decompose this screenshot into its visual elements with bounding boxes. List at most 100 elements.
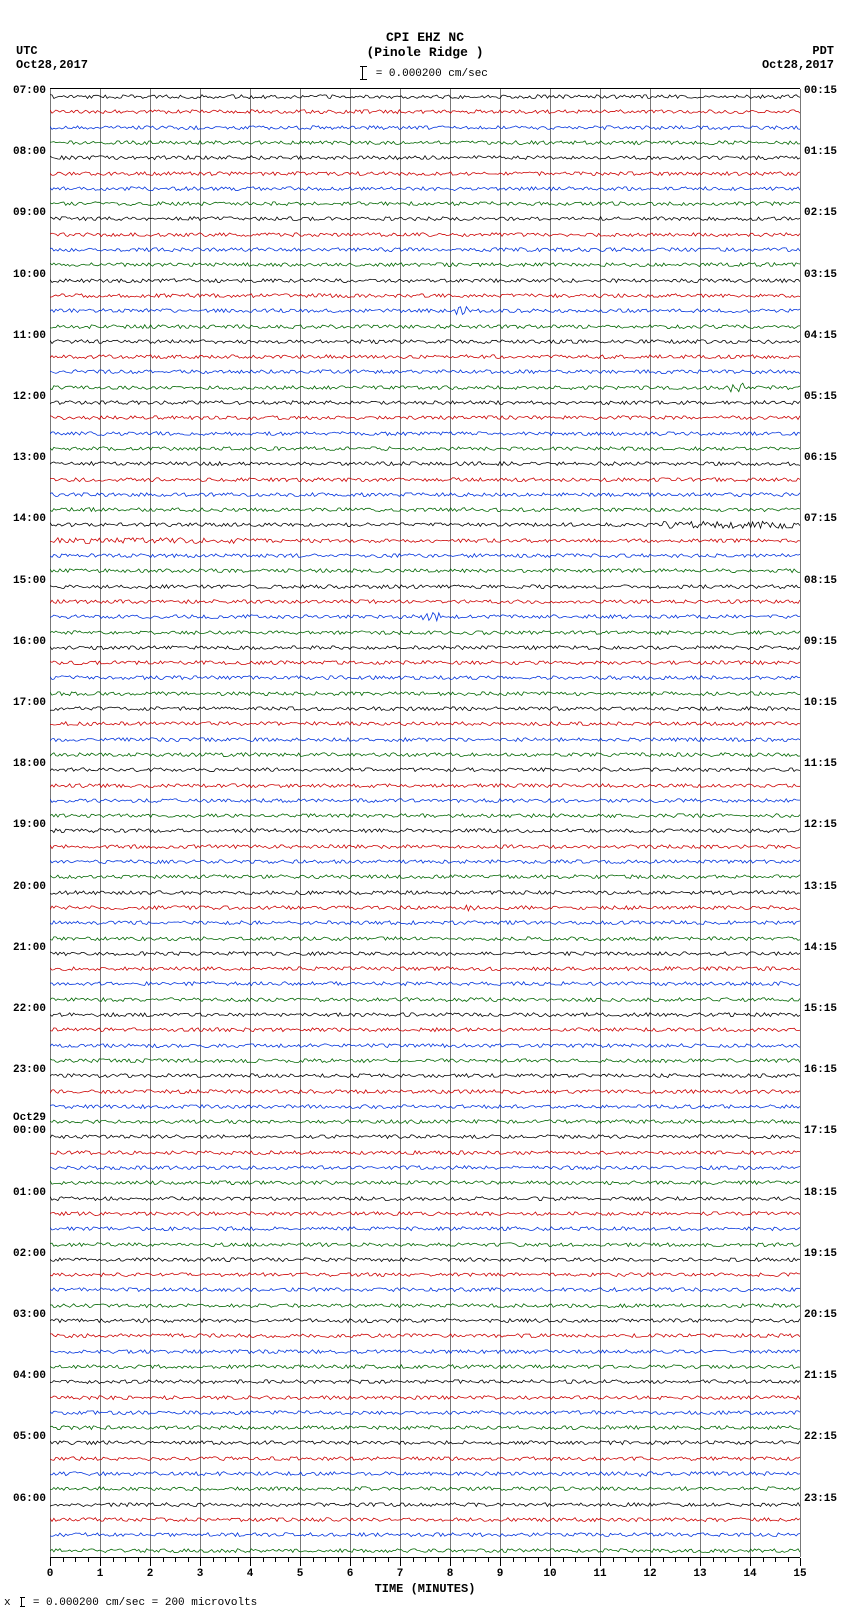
utc-time-label: 05:00: [13, 1431, 46, 1443]
seismogram-trace: [50, 579, 800, 594]
x-tick: [700, 1558, 701, 1566]
gridline-vertical: [800, 89, 801, 1557]
utc-time-label: 12:00: [13, 391, 46, 403]
header-center: CPI EHZ NC (Pinole Ridge ): [0, 30, 850, 60]
seismogram-trace: [50, 1374, 800, 1389]
seismogram-trace: [50, 257, 800, 272]
utc-time-label: 10:00: [13, 269, 46, 281]
utc-time-label: 00:00: [13, 1125, 46, 1137]
seismogram-trace: [50, 885, 800, 900]
seismogram-trace: [50, 196, 800, 211]
seismogram-trace: [50, 1527, 800, 1542]
pdt-time-label: 18:15: [804, 1187, 837, 1199]
x-axis-title: TIME (MINUTES): [50, 1582, 800, 1596]
pdt-time-label: 00:15: [804, 85, 837, 97]
seismogram-trace: [50, 1298, 800, 1313]
x-tick: [750, 1558, 751, 1566]
x-tick: [550, 1558, 551, 1566]
x-tick-minor: [513, 1558, 514, 1562]
seismogram-trace: [50, 946, 800, 961]
seismogram-trace: [50, 1497, 800, 1512]
x-tick-label: 6: [347, 1568, 354, 1580]
x-tick: [50, 1558, 51, 1566]
seismogram-trace: [50, 1007, 800, 1022]
x-tick: [400, 1558, 401, 1566]
seismogram-trace: [50, 1053, 800, 1068]
utc-time-label: 21:00: [13, 942, 46, 954]
seismogram-trace: [50, 778, 800, 793]
seismogram-trace: [50, 732, 800, 747]
x-tick-minor: [438, 1558, 439, 1562]
pdt-time-label: 01:15: [804, 146, 837, 158]
utc-time-label: 08:00: [13, 146, 46, 158]
seismogram-trace: [50, 976, 800, 991]
seismogram-trace: [50, 808, 800, 823]
x-tick-minor: [63, 1558, 64, 1562]
x-tick-minor: [275, 1558, 276, 1562]
utc-time-label: 19:00: [13, 819, 46, 831]
seismogram-trace: [50, 1313, 800, 1328]
x-axis: TIME (MINUTES) 0123456789101112131415: [50, 1558, 800, 1598]
seismogram-trace: [50, 1252, 800, 1267]
x-tick-minor: [363, 1558, 364, 1562]
seismogram-trace: [50, 410, 800, 425]
pdt-time-label: 06:15: [804, 452, 837, 464]
x-tick-label: 4: [247, 1568, 254, 1580]
seismogram-trace: [50, 1206, 800, 1221]
seismogram-trace: [50, 670, 800, 685]
x-tick-minor: [113, 1558, 114, 1562]
pdt-time-label: 11:15: [804, 758, 837, 770]
seismogram-trace: [50, 961, 800, 976]
x-tick: [150, 1558, 151, 1566]
seismogram-trace: [50, 120, 800, 135]
utc-time-label: 15:00: [13, 575, 46, 587]
x-tick-minor: [675, 1558, 676, 1562]
pdt-time-label: 16:15: [804, 1064, 837, 1076]
seismogram-trace: [50, 441, 800, 456]
seismogram-trace: [50, 1451, 800, 1466]
pdt-time-label: 20:15: [804, 1309, 837, 1321]
scale-text: = 0.000200 cm/sec: [376, 68, 488, 80]
x-tick-minor: [663, 1558, 664, 1562]
x-tick-label: 3: [197, 1568, 204, 1580]
seismogram-trace: [50, 211, 800, 226]
seismogram-trace: [50, 640, 800, 655]
seismogram-trace: [50, 227, 800, 242]
pdt-time-label: 19:15: [804, 1248, 837, 1260]
scale-bar-icon: [21, 1597, 22, 1607]
x-tick: [800, 1558, 801, 1566]
seismogram-trace: [50, 334, 800, 349]
x-tick: [100, 1558, 101, 1566]
utc-time-label: 23:00: [13, 1064, 46, 1076]
x-tick: [350, 1558, 351, 1566]
x-tick: [450, 1558, 451, 1566]
x-tick-label: 12: [643, 1568, 656, 1580]
x-tick: [250, 1558, 251, 1566]
seismogram-trace: [50, 319, 800, 334]
utc-time-label: 02:00: [13, 1248, 46, 1260]
seismogram-trace: [50, 625, 800, 640]
seismogram-trace: [50, 349, 800, 364]
x-tick: [200, 1558, 201, 1566]
x-tick-minor: [688, 1558, 689, 1562]
seismogram-trace: [50, 533, 800, 548]
utc-time-label: 14:00: [13, 513, 46, 525]
utc-time-label: 11:00: [13, 330, 46, 342]
x-tick-minor: [738, 1558, 739, 1562]
utc-time-label: 03:00: [13, 1309, 46, 1321]
pdt-time-label: 04:15: [804, 330, 837, 342]
seismogram-trace: [50, 288, 800, 303]
pdt-time-label: 10:15: [804, 697, 837, 709]
seismogram-trace: [50, 1038, 800, 1053]
seismogram-trace: [50, 1145, 800, 1160]
x-tick-minor: [588, 1558, 589, 1562]
footer-scale: x = 0.000200 cm/sec = 200 microvolts: [4, 1597, 257, 1609]
x-tick-minor: [175, 1558, 176, 1562]
seismogram-trace: [50, 1068, 800, 1083]
x-tick-minor: [75, 1558, 76, 1562]
seismogram-trace: [50, 839, 800, 854]
date-change-label: Oct29: [13, 1112, 46, 1124]
seismogram-trace: [50, 89, 800, 104]
x-tick-minor: [375, 1558, 376, 1562]
seismogram-trace: [50, 1022, 800, 1037]
